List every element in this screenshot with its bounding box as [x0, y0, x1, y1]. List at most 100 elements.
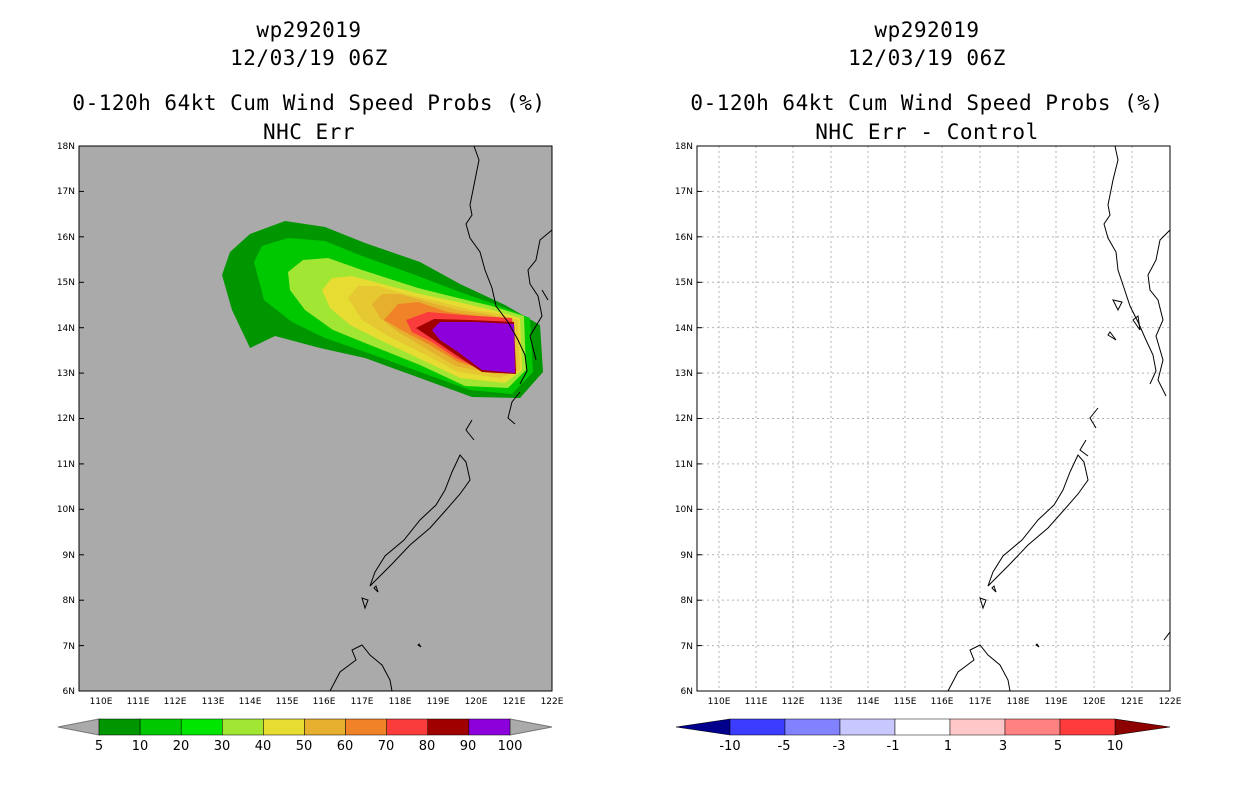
- lat-label: 12N: [57, 414, 75, 424]
- lat-label: 14N: [57, 324, 75, 334]
- colorbar-swatch: [263, 718, 305, 736]
- lat-label: 13N: [57, 369, 75, 379]
- right-lat-labels: 18N 17N 16N 15N 14N 13N 12N 11N 10N 9N 8…: [675, 142, 693, 697]
- colorbar-swatch: [180, 718, 223, 736]
- right-title-storm: wp292019: [874, 18, 980, 42]
- colorbar-swatch: [1059, 718, 1116, 736]
- right-title-time: 12/03/19 06Z: [848, 46, 1006, 70]
- lon-label: 117E: [351, 697, 374, 707]
- colorbar-swatch: [894, 718, 951, 736]
- colorbar-label: 100: [498, 739, 523, 754]
- lat-label: 10N: [57, 505, 75, 515]
- colorbar-label: 3: [999, 739, 1007, 754]
- lat-label: 6N: [63, 687, 75, 697]
- lon-label: 121E: [503, 697, 526, 707]
- lon-label: 110E: [708, 697, 731, 707]
- colorbar-label: -10: [719, 739, 740, 754]
- colorbar-swatch: [304, 718, 346, 736]
- colorbar-swatch: [139, 718, 182, 736]
- colorbar-swatch: [468, 718, 511, 736]
- colorbar-label: 50: [296, 739, 313, 754]
- lat-label: 12N: [675, 414, 693, 424]
- right-gridlines: [697, 146, 1170, 691]
- colorbar-swatch: [839, 718, 896, 736]
- left-map: 18N 17N 16N 15N 14N 13N 12N 11N 10N 9N 8…: [57, 142, 564, 754]
- lon-label: 118E: [389, 697, 412, 707]
- lon-label: 122E: [1159, 697, 1182, 707]
- left-coastline: [329, 145, 553, 692]
- lat-label: 15N: [675, 278, 693, 288]
- lat-label: 18N: [57, 142, 75, 152]
- right-map: 18N 17N 16N 15N 14N 13N 12N 11N 10N 9N 8…: [675, 142, 1182, 754]
- right-title-variant: NHC Err - Control: [815, 120, 1039, 144]
- colorbar-label: 5: [95, 739, 103, 754]
- colorbar-label: 1: [944, 739, 952, 754]
- colorbar-label: 80: [419, 739, 436, 754]
- lat-label: 11N: [57, 460, 75, 470]
- lat-label: 8N: [681, 596, 693, 606]
- colorbar-label: 30: [214, 739, 231, 754]
- lat-label: 9N: [681, 551, 693, 561]
- lon-label: 111E: [745, 697, 768, 707]
- left-panel: wp292019 12/03/19 06Z 0-120h 64kt Cum Wi…: [57, 18, 564, 754]
- colorbar-swatch: [949, 718, 1006, 736]
- right-colorbar: -10 -5 -3 -1 1 3 5 10: [675, 718, 1171, 754]
- colorbar-label: -5: [778, 739, 791, 754]
- lon-label: 112E: [782, 697, 805, 707]
- colorbar-swatch: [784, 718, 841, 736]
- left-colorbar: 5 10 20 30 40 50 60 70 80 90 100: [57, 718, 553, 754]
- right-title-product: 0-120h 64kt Cum Wind Speed Probs (%): [690, 91, 1164, 115]
- left-colorbar-over-arrow: [509, 718, 553, 736]
- lon-label: 113E: [202, 697, 225, 707]
- colorbar-label: -3: [833, 739, 846, 754]
- lat-label: 7N: [681, 642, 693, 652]
- colorbar-swatch: [345, 718, 387, 736]
- colorbar-label: 20: [173, 739, 190, 754]
- lon-label: 119E: [427, 697, 450, 707]
- left-lat-ticks: [79, 145, 84, 647]
- colorbar-swatch: [222, 718, 264, 736]
- lat-label: 17N: [675, 187, 693, 197]
- lat-label: 6N: [681, 687, 693, 697]
- colorbar-swatch: [427, 718, 470, 736]
- colorbar-label: -1: [887, 739, 900, 754]
- left-title-variant: NHC Err: [262, 120, 355, 144]
- left-lon-labels: 110E 111E 112E 113E 114E 115E 116E 117E …: [90, 697, 564, 707]
- lat-label: 14N: [675, 324, 693, 334]
- lon-label: 115E: [894, 697, 917, 707]
- lon-label: 117E: [969, 697, 992, 707]
- lon-label: 116E: [931, 697, 954, 707]
- lon-label: 110E: [90, 697, 113, 707]
- contour-90: [432, 322, 515, 373]
- lat-label: 10N: [675, 505, 693, 515]
- lon-label: 113E: [820, 697, 843, 707]
- colorbar-label: 40: [255, 739, 272, 754]
- right-colorbar-under-arrow: [675, 718, 731, 736]
- lon-label: 120E: [465, 697, 488, 707]
- left-title-product: 0-120h 64kt Cum Wind Speed Probs (%): [72, 91, 546, 115]
- right-panel: wp292019 12/03/19 06Z 0-120h 64kt Cum Wi…: [618, 0, 1236, 800]
- lon-label: 112E: [164, 697, 187, 707]
- right-coastline: [947, 145, 1171, 692]
- colorbar-label: 70: [378, 739, 395, 754]
- lat-label: 7N: [63, 642, 75, 652]
- lat-label: 8N: [63, 596, 75, 606]
- lat-label: 18N: [675, 142, 693, 152]
- right-lat-ticks: [697, 145, 702, 647]
- lon-label: 118E: [1007, 697, 1030, 707]
- colorbar-swatch: [729, 718, 786, 736]
- lon-label: 116E: [313, 697, 336, 707]
- colorbar-swatch: [386, 718, 429, 736]
- lon-label: 121E: [1121, 697, 1144, 707]
- colorbar-label: 90: [460, 739, 477, 754]
- lon-label: 120E: [1083, 697, 1106, 707]
- colorbar-swatch: [98, 718, 141, 736]
- lat-label: 13N: [675, 369, 693, 379]
- lon-label: 111E: [127, 697, 150, 707]
- lon-label: 114E: [857, 697, 880, 707]
- colorbar-swatch: [1004, 718, 1061, 736]
- colorbar-label: 5: [1054, 739, 1062, 754]
- lat-label: 17N: [57, 187, 75, 197]
- left-title-time: 12/03/19 06Z: [230, 46, 388, 70]
- lon-label: 122E: [541, 697, 564, 707]
